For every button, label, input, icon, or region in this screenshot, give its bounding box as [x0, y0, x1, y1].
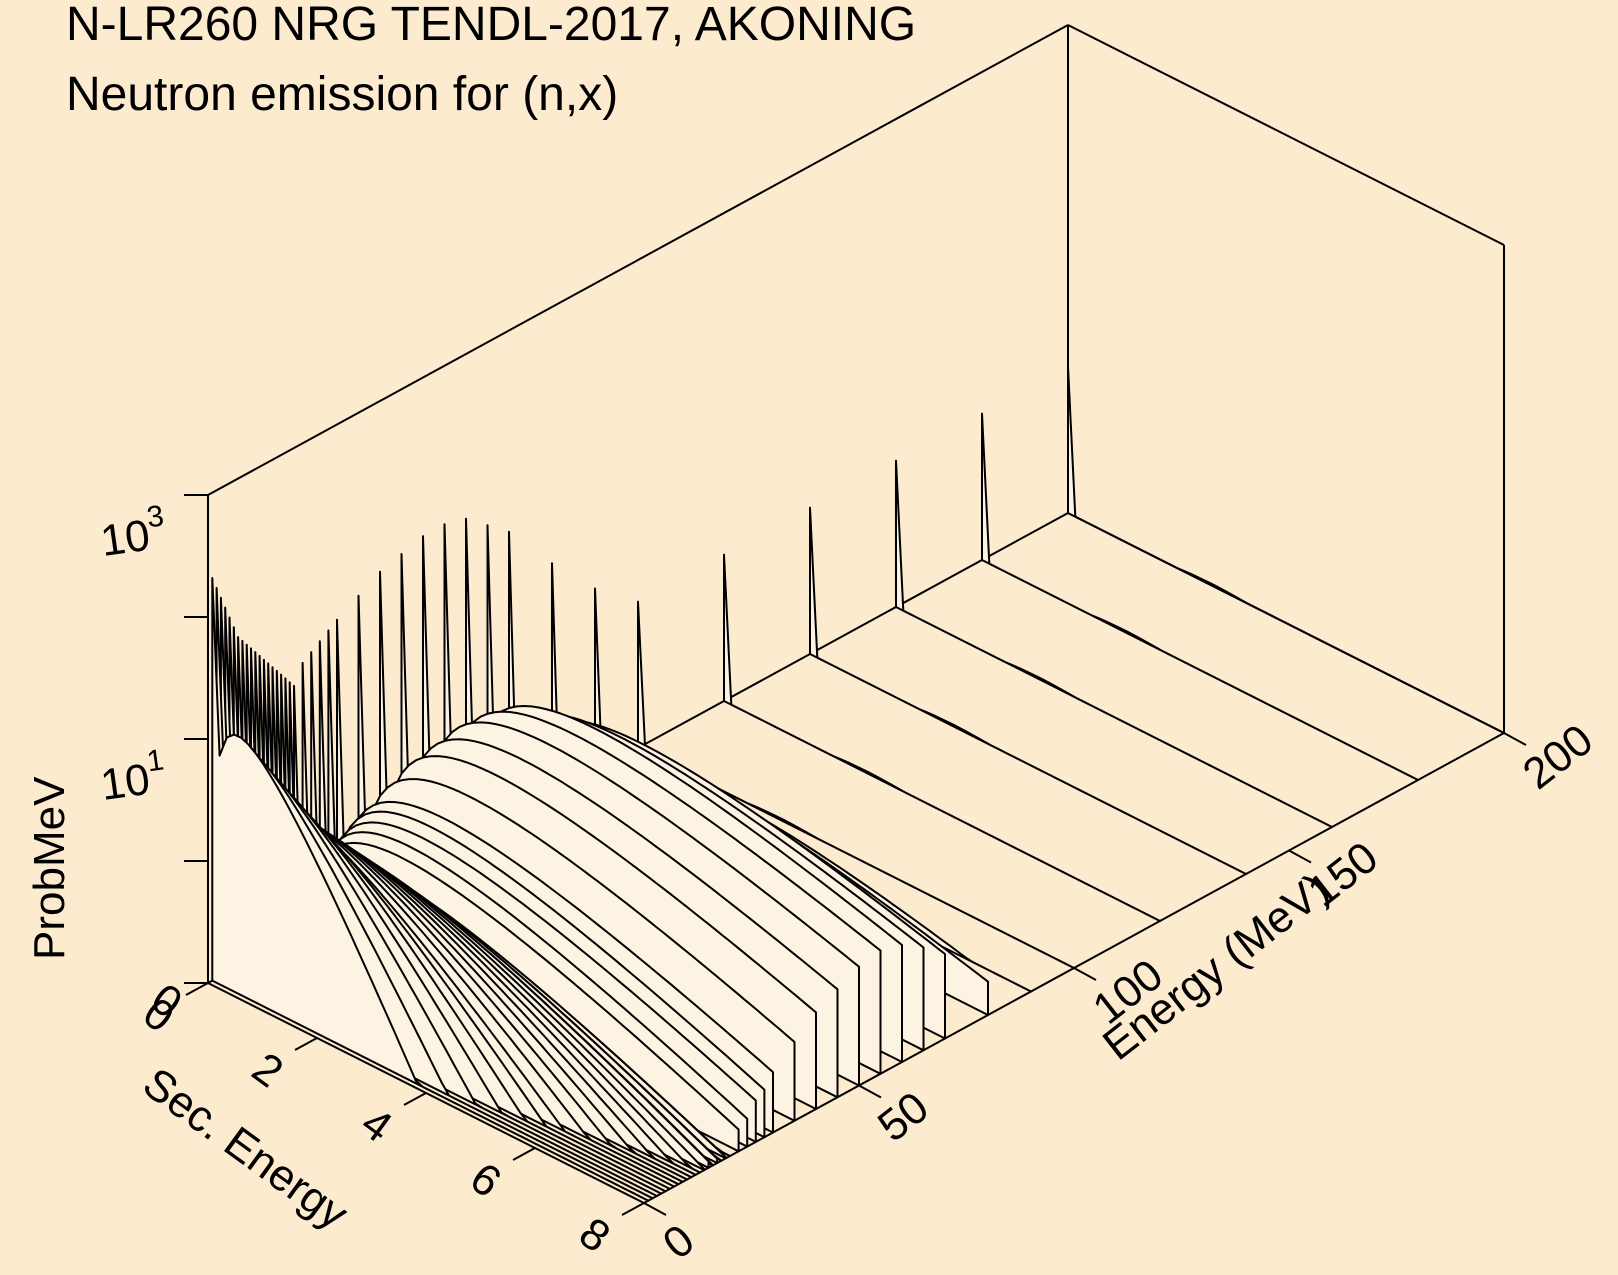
spectrum-curve [981, 412, 1419, 781]
y-tick-label: 0 [654, 1215, 703, 1269]
spectrum-curve [310, 651, 749, 1148]
spectrum-curve [809, 506, 1247, 875]
spectra-curves [211, 365, 1505, 1202]
x-tick [512, 1147, 536, 1161]
chart-title: N-LR260 NRG TENDL-2017, AKONING [66, 0, 916, 51]
y-tick-label: 50 [869, 1083, 938, 1152]
y-tick [858, 1084, 882, 1099]
spectrum-curve [1067, 365, 1505, 734]
spectrum-curve [327, 629, 766, 1139]
x-tick [621, 1202, 645, 1216]
x-tick [185, 982, 209, 996]
x-tick-label: 2 [243, 1043, 292, 1097]
x-axis-title: Sec. Energy [134, 1058, 357, 1239]
spectrum-curve [895, 459, 1333, 828]
y-tick [643, 1202, 667, 1216]
chart-subtitle: Neutron emission for (n,x) [66, 68, 618, 121]
y-tick [1288, 849, 1312, 864]
x-tick-label: 8 [570, 1208, 619, 1262]
x-tick-label: 4 [352, 1098, 401, 1152]
y-tick [1073, 967, 1097, 981]
z-tick-label: 103 [96, 499, 169, 566]
spectrum-curve [357, 594, 796, 1122]
x-tick-label: 6 [461, 1153, 510, 1207]
y-tick-label: 200 [1514, 715, 1602, 799]
y-tick [1503, 732, 1527, 746]
x-tick [294, 1037, 318, 1051]
spectrum-curve [318, 640, 757, 1143]
box-edge-top-right [1067, 24, 1505, 246]
z-tick-label: 101 [96, 743, 169, 810]
z-axis-title: ProbMeV [25, 776, 74, 960]
box-edge-top-back [207, 24, 1069, 496]
x-tick [403, 1092, 427, 1106]
spectrum-curve [723, 553, 1161, 922]
spectrum-curve [211, 577, 650, 1202]
